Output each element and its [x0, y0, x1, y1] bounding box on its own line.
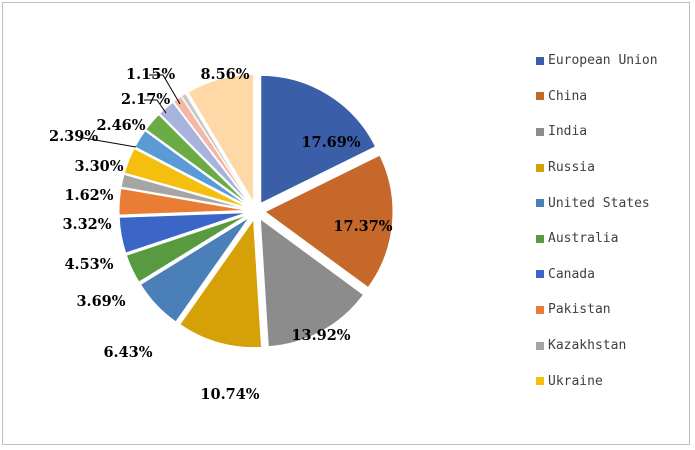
legend-swatch [536, 199, 544, 208]
data-label: 2.39% [49, 128, 98, 145]
data-label: 10.74% [200, 386, 259, 403]
legend-item: Russia [536, 150, 658, 186]
slice-india [259, 217, 365, 348]
slice-kazakhstan [120, 173, 248, 210]
data-label: 6.43% [103, 344, 152, 361]
slice-canada [118, 212, 248, 254]
slice-european-union [260, 74, 377, 205]
legend-item: Canada [536, 257, 658, 293]
legend-label: Pakistan [548, 302, 611, 318]
legend-swatch [536, 341, 544, 350]
legend-label: Ukraine [548, 373, 603, 389]
legend-item: United States [536, 185, 658, 221]
chart-frame: 17.69% 17.37% 13.92% 10.74% 6.43% 3.69% 4.53% 3… [2, 2, 690, 445]
leader-line [149, 74, 181, 105]
data-label: 3.30% [74, 158, 123, 175]
legend-label: China [548, 88, 588, 104]
leader-line [144, 99, 167, 114]
legend-item: European Union [536, 43, 658, 79]
slice-pakistan [118, 187, 248, 216]
legend-swatch [536, 270, 544, 279]
legend-label: European Union [548, 53, 658, 69]
legend-item: China [536, 79, 658, 115]
legend-swatch [536, 92, 544, 101]
legend-item: Australia [536, 221, 658, 257]
slice-other-15 [187, 73, 255, 205]
slice-russia [179, 218, 263, 349]
legend-swatch [536, 234, 544, 243]
legend-swatch [536, 127, 544, 136]
slice-other-12 [158, 101, 251, 205]
legend-label: Kazakhstan [548, 338, 627, 354]
pie-chart: 17.69% 17.37% 13.92% 10.74% 6.43% 3.69% 4.53% 3… [49, 66, 394, 403]
slice-ukraine [123, 147, 248, 209]
legend-label: Australia [548, 231, 619, 247]
data-label: 3.69% [76, 293, 125, 310]
data-label: 2.17% [121, 91, 170, 108]
legend: European Union China India Russia United Sta… [536, 43, 658, 399]
legend-item: India [536, 114, 658, 150]
data-label: 13.92% [291, 327, 350, 344]
legend-swatch [536, 56, 544, 65]
slice-united-states [139, 216, 250, 323]
slice-australia [125, 214, 249, 283]
legend-swatch [536, 305, 544, 314]
data-label: 17.37% [333, 218, 392, 235]
legend-swatch [536, 163, 544, 172]
data-label: 17.69% [301, 134, 360, 151]
legend-label: Canada [548, 266, 595, 282]
legend-item: Pakistan [536, 292, 658, 328]
legend-label: United States [548, 195, 650, 211]
legend-label: India [548, 124, 588, 140]
slice-other-14 [180, 92, 252, 204]
leader-line [77, 136, 137, 148]
data-label: 2.46% [96, 117, 145, 134]
data-label: 1.62% [64, 187, 113, 204]
legend-item: Ukraine [536, 363, 658, 399]
data-label: 1.15% [126, 66, 175, 83]
data-label: 4.53% [64, 256, 113, 273]
data-label: 8.56% [200, 66, 249, 83]
legend-item: Kazakhstan [536, 328, 658, 364]
legend-swatch [536, 377, 544, 386]
slice-other-11 [145, 113, 250, 206]
data-label: 3.32% [62, 216, 111, 233]
slice-china [264, 154, 394, 289]
legend-label: Russia [548, 160, 595, 176]
